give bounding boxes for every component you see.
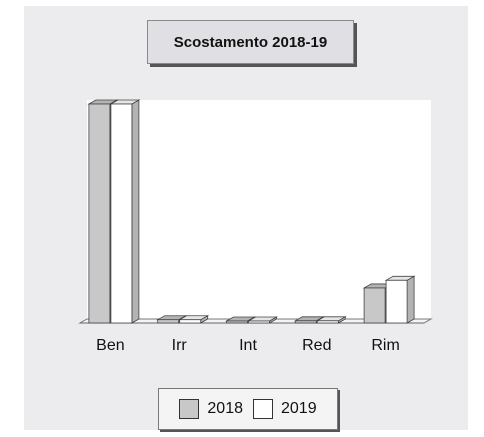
bar-int-2018 xyxy=(226,320,248,324)
legend-item-2018: 2018 xyxy=(179,399,243,419)
bar-side-rim-2019 xyxy=(406,275,415,324)
x-tick-label-red: Red xyxy=(302,337,331,354)
bar-irr-2018 xyxy=(157,319,180,324)
legend: 2018 2019 xyxy=(158,388,338,430)
x-tick-label-int: Int xyxy=(239,337,257,354)
bar-int-2019 xyxy=(248,320,270,324)
legend-label-2019: 2019 xyxy=(281,400,317,417)
bar-rim-2019 xyxy=(385,279,408,324)
bar-irr-2019 xyxy=(179,319,202,324)
legend-swatch-2018 xyxy=(179,399,200,419)
bar-ben-2018 xyxy=(88,103,111,324)
bar-ben-2019 xyxy=(110,103,133,324)
plot-back-wall xyxy=(87,100,431,319)
legend-swatch-2019 xyxy=(253,399,273,419)
bar-side-ben-2019 xyxy=(131,99,140,324)
bar-rim-2018 xyxy=(363,287,386,324)
bar-red-2019 xyxy=(316,320,339,324)
legend-item-2019: 2019 xyxy=(253,399,317,419)
bar-red-2018 xyxy=(294,320,317,324)
x-tick-label-irr: Irr xyxy=(172,337,188,354)
x-tick-label-ben: Ben xyxy=(96,337,124,354)
x-tick-label-rim: Rim xyxy=(371,337,399,354)
chart-title: Scostamento 2018-19 xyxy=(147,20,354,64)
legend-label-2018: 2018 xyxy=(207,400,243,417)
